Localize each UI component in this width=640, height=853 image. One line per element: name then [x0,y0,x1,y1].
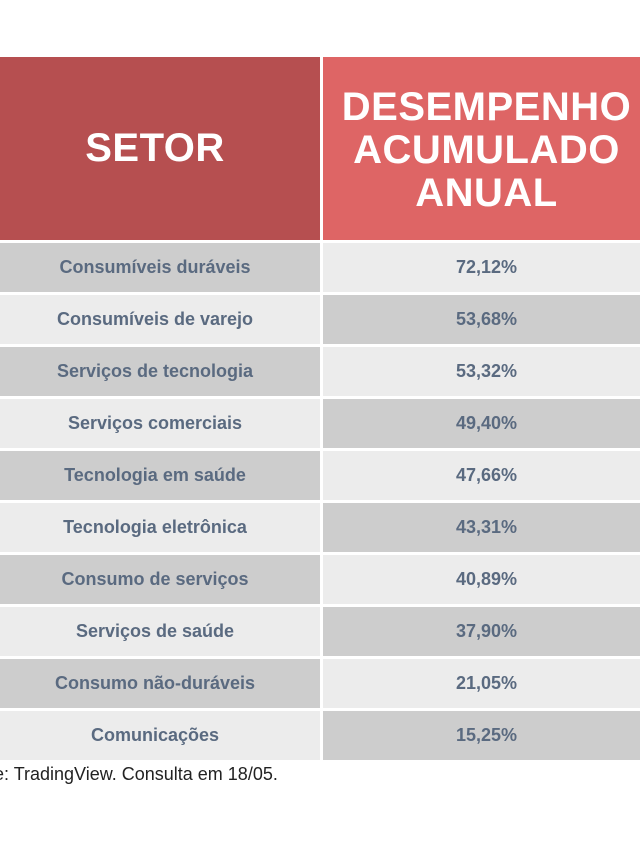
table-row: Consumíveis de varejo 53,68% [0,295,640,344]
performance-cell: 15,25% [320,711,640,760]
sector-cell: Tecnologia em saúde [0,451,320,500]
sector-cell: Tecnologia eletrônica [0,503,320,552]
table-row: Serviços comerciais 49,40% [0,399,640,448]
sector-cell: Consumíveis de varejo [0,295,320,344]
table-header: SETOR DESEMPENHO ACUMULADO ANUAL [0,57,640,240]
table-body: Consumíveis duráveis 72,12% Consumíveis de… [0,243,640,760]
performance-cell: 53,68% [320,295,640,344]
performance-cell: 49,40% [320,399,640,448]
performance-cell: 40,89% [320,555,640,604]
table-row: Tecnologia em saúde 47,66% [0,451,640,500]
table-row: Comunicações 15,25% [0,711,640,760]
header-performance: DESEMPENHO ACUMULADO ANUAL [320,57,640,240]
table-row: Serviços de saúde 37,90% [0,607,640,656]
table-row: Consumíveis duráveis 72,12% [0,243,640,292]
sector-cell: Serviços de saúde [0,607,320,656]
performance-cell: 47,66% [320,451,640,500]
sector-cell: Serviços comerciais [0,399,320,448]
sector-performance-table: SETOR DESEMPENHO ACUMULADO ANUAL Consumí… [0,57,640,763]
table-row: Tecnologia eletrônica 43,31% [0,503,640,552]
table-row: Serviços de tecnologia 53,32% [0,347,640,396]
performance-cell: 43,31% [320,503,640,552]
performance-cell: 37,90% [320,607,640,656]
sector-cell: Consumo não-duráveis [0,659,320,708]
source-footnote: e: TradingView. Consulta em 18/05. [0,764,278,784]
performance-cell: 21,05% [320,659,640,708]
sector-cell: Consumíveis duráveis [0,243,320,292]
performance-cell: 72,12% [320,243,640,292]
header-sector: SETOR [0,57,320,240]
sector-cell: Consumo de serviços [0,555,320,604]
performance-cell: 53,32% [320,347,640,396]
table-row: Consumo de serviços 40,89% [0,555,640,604]
sector-cell: Serviços de tecnologia [0,347,320,396]
table-row: Consumo não-duráveis 21,05% [0,659,640,708]
sector-cell: Comunicações [0,711,320,760]
